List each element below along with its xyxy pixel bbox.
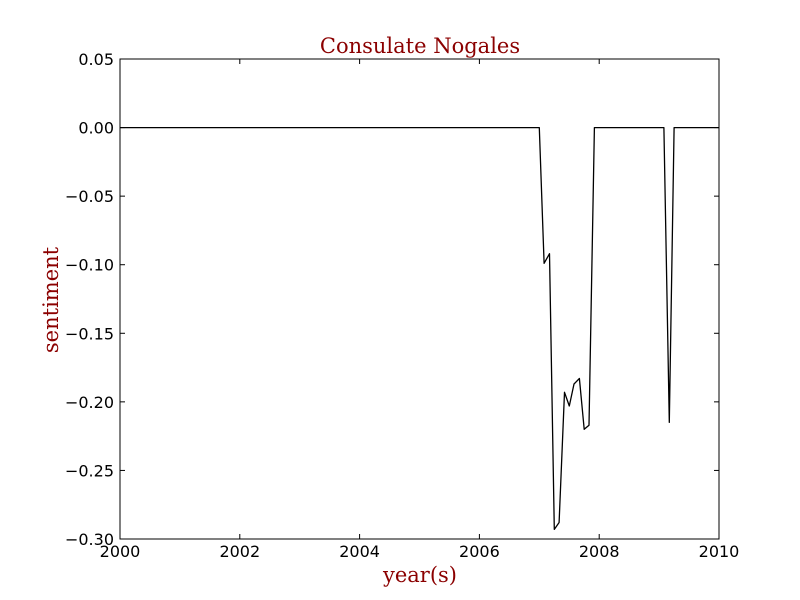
y-tick-label: −0.10 (65, 256, 114, 275)
y-tick-label: −0.25 (65, 461, 114, 480)
x-tick-label: 2010 (699, 542, 740, 561)
x-tick-label: 2004 (339, 542, 380, 561)
y-tick-label: −0.15 (65, 324, 114, 343)
y-tick-label: −0.05 (65, 187, 114, 206)
x-tick-label: 2006 (459, 542, 500, 561)
y-tick-label: −0.30 (65, 530, 114, 549)
x-tick-label: 2002 (219, 542, 260, 561)
axis-ticks (119, 58, 720, 540)
y-tick-label: 0.00 (78, 119, 114, 138)
x-tick-label: 2000 (100, 542, 141, 561)
y-tick-label: −0.20 (65, 393, 114, 412)
x-tick-label: 2008 (579, 542, 620, 561)
x-axis-label: year(s) (382, 563, 457, 587)
tick-labels: 2000 2002 2004 2006 2008 2010 0.05 0.00 −0.05 −0.… (65, 50, 739, 561)
y-axis-label: sentiment (39, 246, 63, 353)
series-line (120, 126, 719, 531)
chart-title: Consulate Nogales (320, 34, 520, 58)
plot-frame (119, 58, 720, 540)
y-tick-label: 0.05 (78, 50, 114, 69)
